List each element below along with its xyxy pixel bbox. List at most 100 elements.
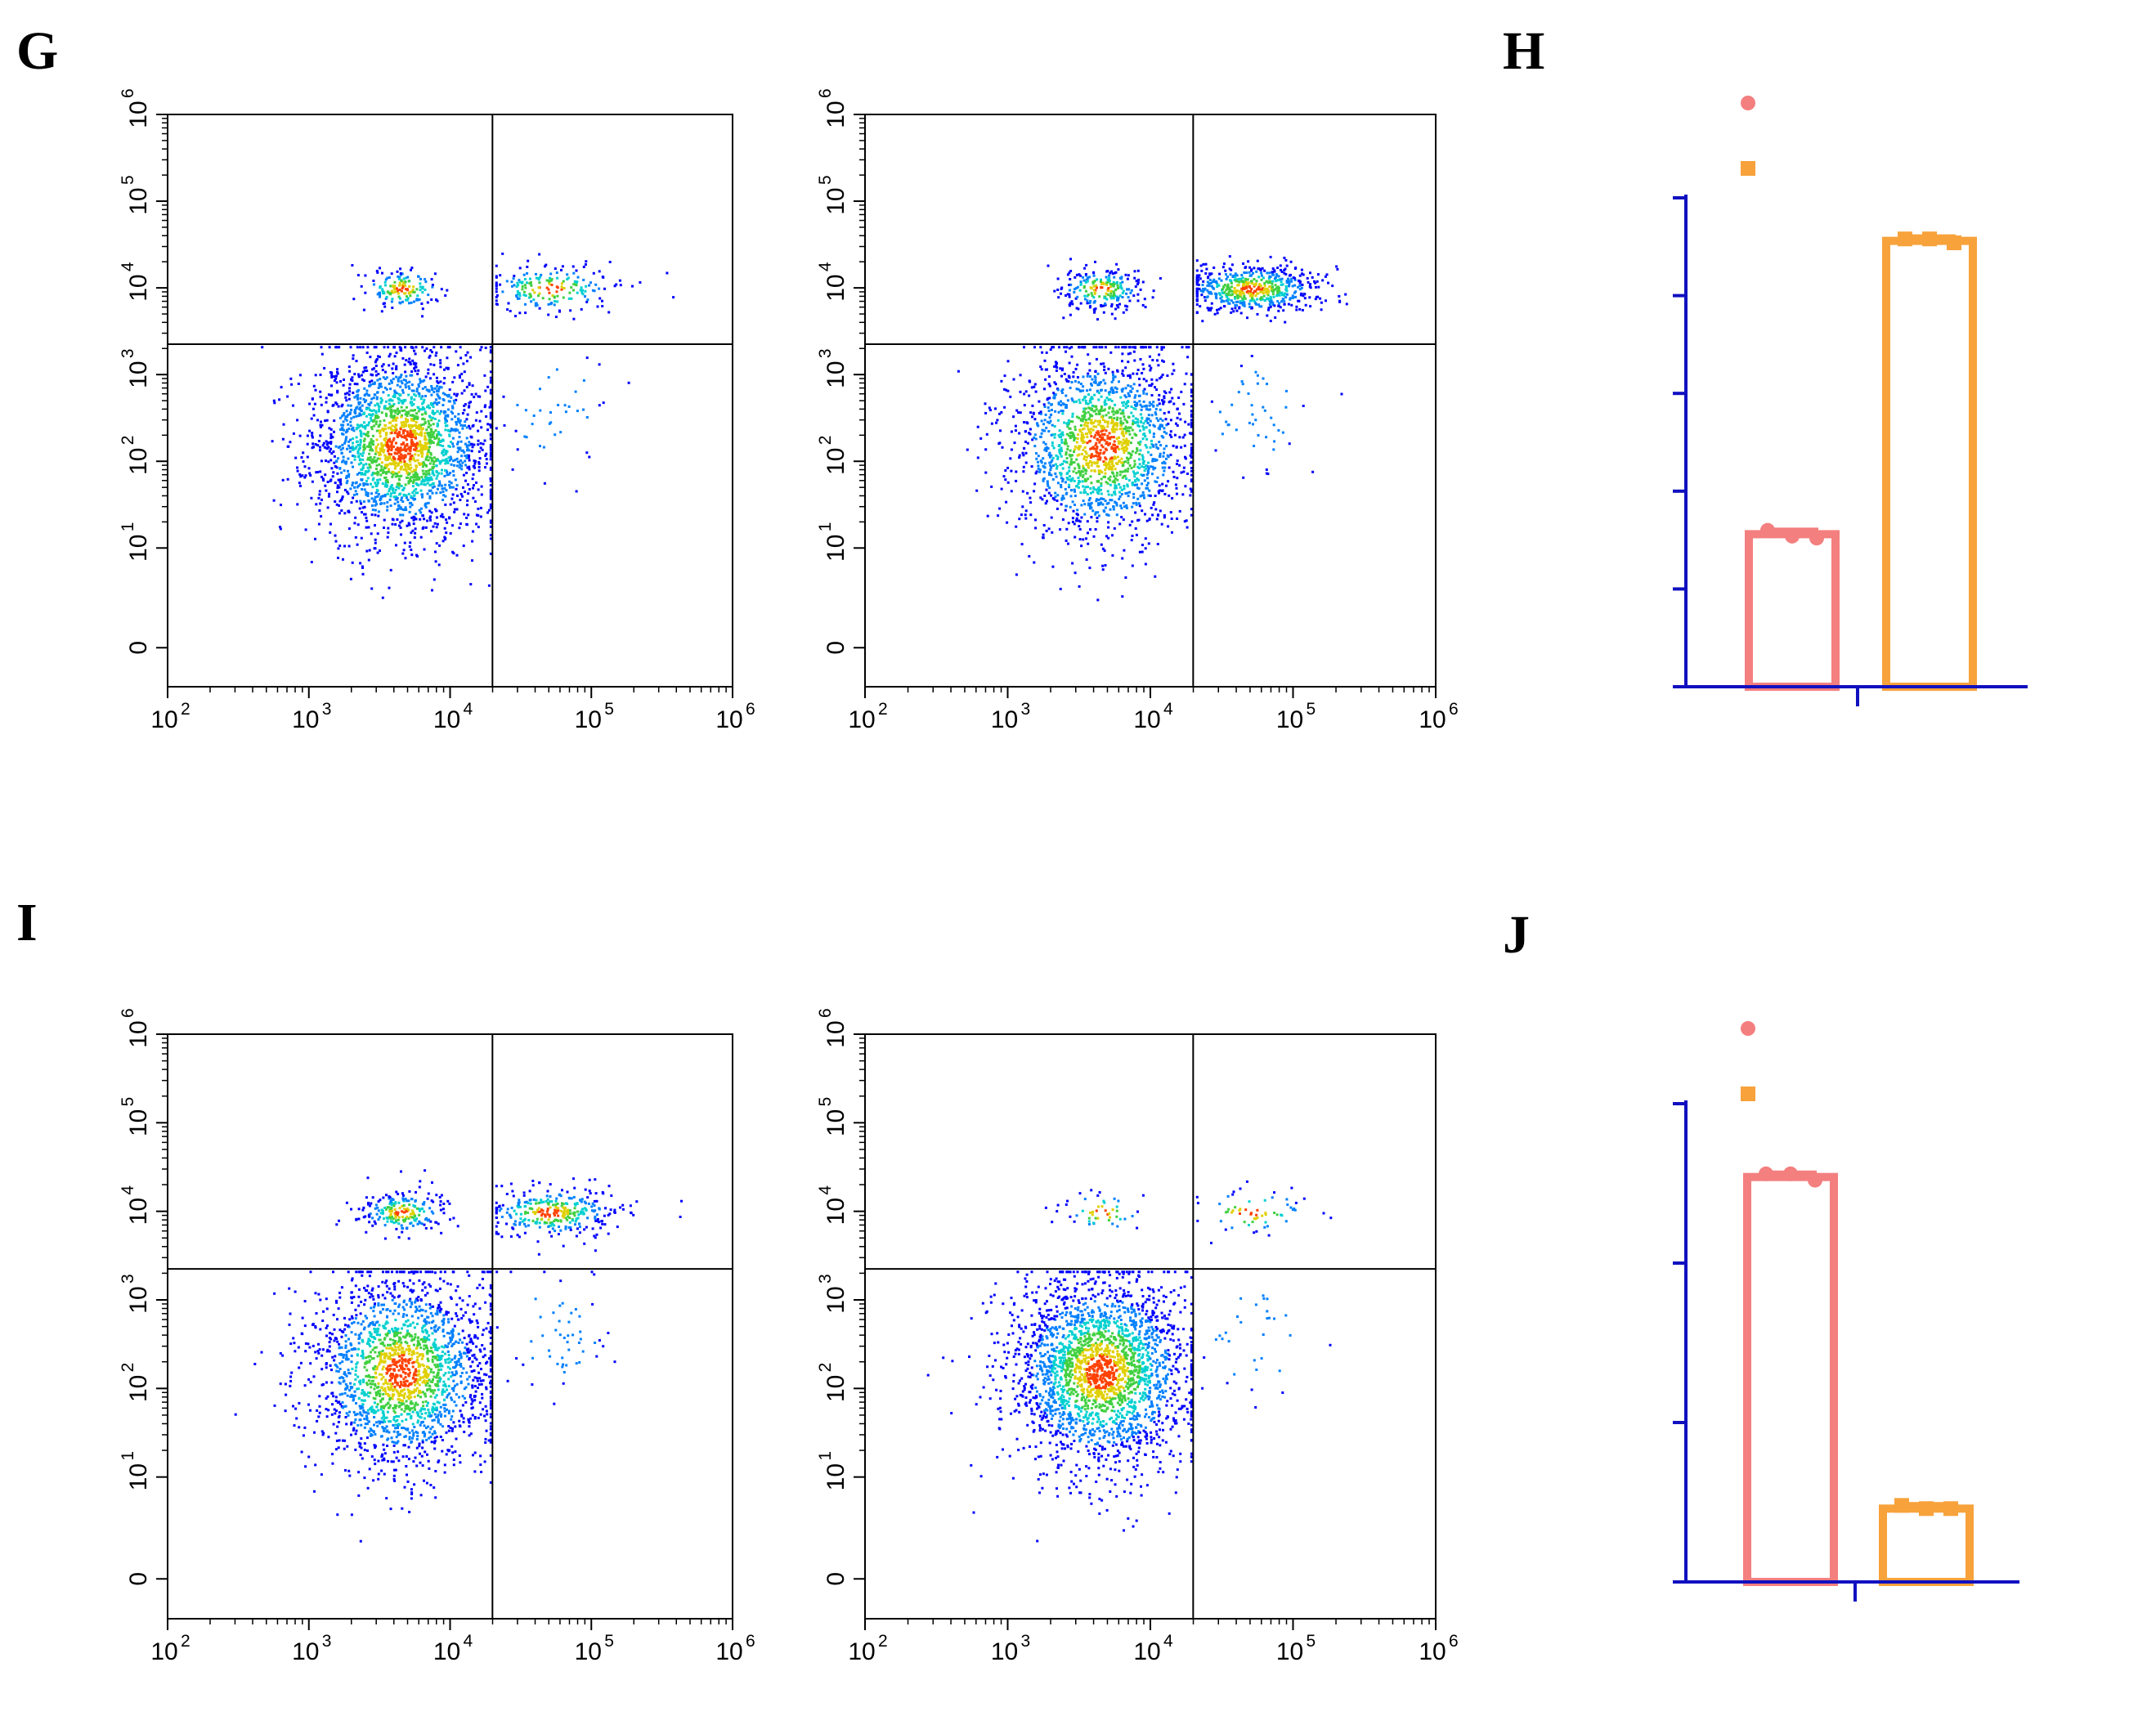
event-dot — [1235, 274, 1239, 277]
event-dot — [408, 502, 411, 505]
event-dot — [361, 488, 364, 491]
event-dot — [1091, 280, 1095, 284]
event-dot — [389, 495, 392, 498]
event-dot — [451, 486, 455, 489]
event-dot — [1127, 274, 1130, 277]
event-dot — [1029, 513, 1033, 517]
event-dot — [376, 478, 379, 482]
event-dot — [631, 285, 634, 288]
event-dot — [1134, 527, 1137, 530]
event-dot — [445, 518, 448, 522]
event-dot — [545, 263, 548, 267]
event-dot — [975, 489, 979, 492]
event-dot — [372, 383, 374, 386]
event-dot — [1230, 307, 1234, 311]
event-dot — [326, 481, 329, 483]
event-dot — [1105, 442, 1108, 446]
event-dot — [1042, 470, 1046, 473]
event-dot — [405, 496, 408, 500]
event-dot — [397, 433, 401, 437]
event-dot — [514, 315, 517, 318]
event-dot — [1125, 419, 1128, 423]
event-dot — [1103, 464, 1106, 466]
event-dot — [1125, 308, 1128, 311]
event-dot — [310, 496, 313, 500]
event-dot — [428, 477, 431, 480]
event-dot — [1098, 458, 1101, 461]
event-dot — [598, 287, 601, 290]
event-dot — [442, 540, 445, 543]
event-dot — [378, 405, 381, 408]
event-dot — [412, 479, 415, 482]
event-dot — [1088, 276, 1091, 279]
event-dot — [1085, 537, 1087, 540]
event-dot — [410, 383, 414, 387]
event-dot — [331, 436, 334, 439]
event-dot — [1190, 399, 1193, 402]
event-dot — [1105, 429, 1108, 432]
event-dot — [1043, 429, 1047, 432]
event-dot — [397, 524, 401, 527]
event-dot — [386, 441, 389, 444]
event-dot — [1060, 441, 1064, 444]
event-dot — [430, 298, 433, 301]
event-dot — [1178, 436, 1181, 439]
event-dot — [419, 282, 422, 285]
event-dot — [411, 441, 415, 444]
event-dot — [1190, 388, 1193, 392]
event-dot — [1300, 292, 1303, 295]
event-dot — [347, 444, 351, 447]
event-dot — [1097, 471, 1100, 474]
event-dot — [1083, 446, 1087, 449]
event-dot — [463, 370, 466, 374]
event-dot — [464, 455, 467, 457]
event-dot — [427, 388, 430, 392]
event-dot — [1082, 473, 1085, 477]
x-tick-exponent: 4 — [464, 700, 473, 719]
event-dot — [404, 483, 407, 486]
event-dot — [1073, 488, 1076, 491]
event-dot — [1124, 576, 1127, 579]
event-dot — [399, 459, 402, 462]
event-dot — [1160, 424, 1163, 428]
event-dot — [1110, 302, 1114, 306]
event-dot — [1133, 276, 1136, 280]
event-dot — [1071, 420, 1074, 423]
event-dot — [1010, 448, 1013, 451]
event-dot — [1087, 477, 1090, 481]
event-dot — [385, 455, 388, 459]
event-dot — [1163, 460, 1166, 464]
event-dot — [984, 448, 988, 451]
event-dot — [1075, 519, 1078, 522]
event-dot — [1003, 405, 1006, 409]
event-dot — [444, 428, 447, 432]
event-dot — [424, 410, 427, 414]
event-dot — [553, 303, 556, 307]
event-dot — [1119, 421, 1123, 424]
event-dot — [1103, 297, 1106, 299]
event-dot — [1060, 287, 1063, 290]
event-dot — [392, 403, 396, 405]
event-dot — [530, 300, 533, 303]
event-dot — [422, 448, 424, 450]
event-dot — [1114, 346, 1118, 349]
event-dot — [320, 423, 324, 427]
event-dot — [1122, 412, 1125, 415]
event-dot — [1077, 486, 1080, 489]
event-dot — [1120, 493, 1123, 495]
event-dot — [1146, 465, 1150, 468]
event-dot — [1067, 419, 1070, 422]
event-dot — [1281, 283, 1284, 286]
event-dot — [1226, 299, 1229, 302]
event-dot — [383, 449, 386, 452]
event-dot — [585, 416, 589, 419]
event-dot — [1101, 429, 1105, 432]
event-dot — [410, 470, 414, 473]
event-dot — [984, 402, 987, 405]
event-dot — [1160, 490, 1163, 492]
event-dot — [1134, 479, 1136, 482]
event-dot — [406, 414, 409, 418]
event-dot — [343, 392, 347, 396]
event-dot — [388, 399, 391, 402]
event-dot — [400, 421, 403, 424]
